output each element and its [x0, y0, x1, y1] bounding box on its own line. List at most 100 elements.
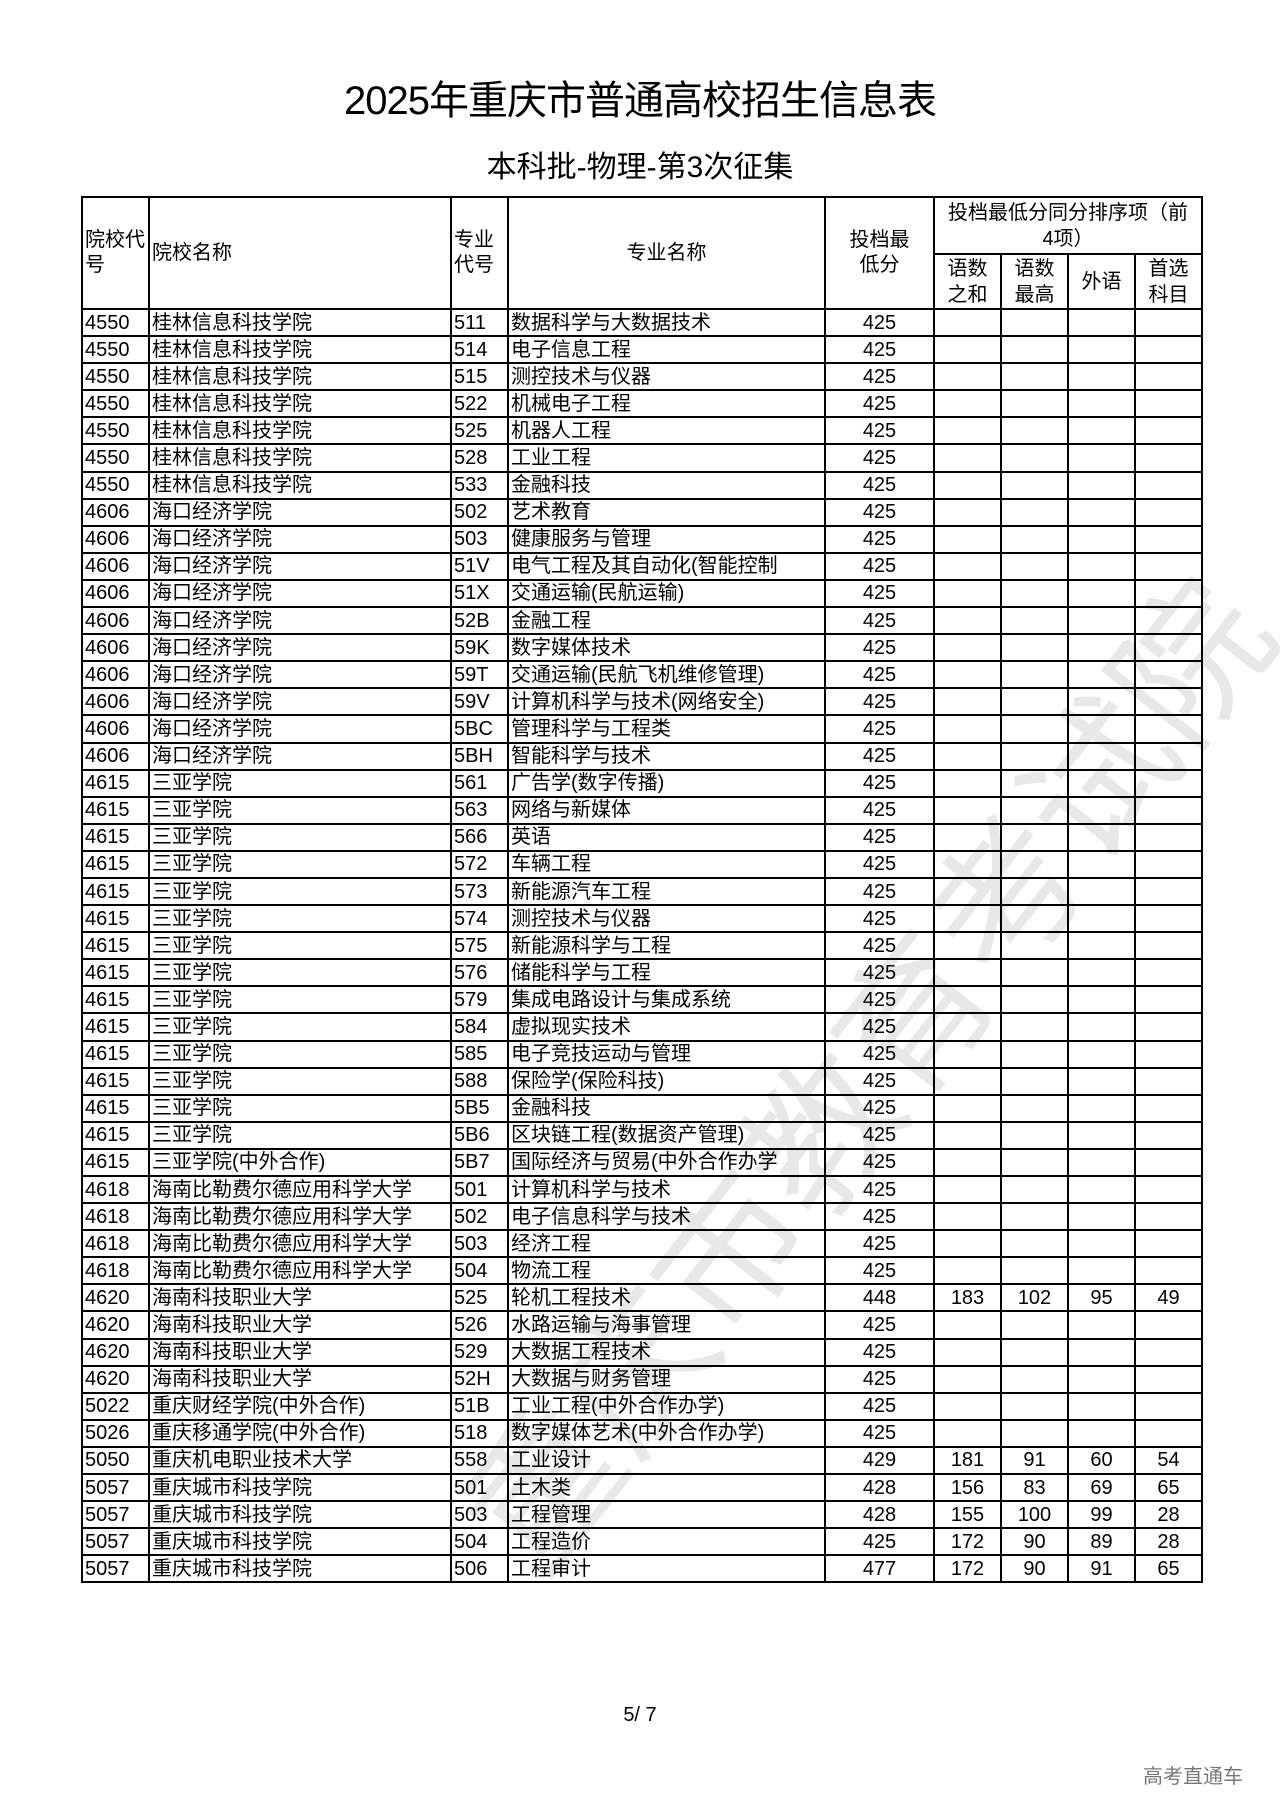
- cell-tb-max: [1000, 578, 1069, 609]
- table-row: 4615 三亚学院 566 英语 425: [81, 822, 1203, 852]
- cell-major-name: 管理科学与工程类: [507, 714, 826, 744]
- cell-major-code: 533: [450, 470, 509, 500]
- cell-tb-sum: [933, 524, 1002, 554]
- cell-school-code: 4615: [81, 1120, 150, 1150]
- cell-tb-foreign: [1067, 1256, 1136, 1286]
- cell-tb-first: [1134, 389, 1203, 419]
- cell-min-score: 425: [824, 660, 935, 690]
- cell-tb-sum: [933, 714, 1002, 744]
- cell-major-name: 轮机工程技术: [507, 1283, 826, 1313]
- cell-min-score: 425: [824, 307, 935, 338]
- cell-school-code: 4620: [81, 1364, 150, 1394]
- table-row: 4606 海口经济学院 52B 金融工程 425: [81, 606, 1203, 636]
- cell-tb-first: [1134, 1229, 1203, 1259]
- cell-tb-foreign: [1067, 1229, 1136, 1259]
- cell-tb-sum: [933, 307, 1002, 338]
- cell-tb-sum: [933, 1093, 1002, 1123]
- cell-major-name: 大数据工程技术: [507, 1337, 826, 1367]
- cell-min-score: 425: [824, 1202, 935, 1232]
- cell-school-code: 4615: [81, 1093, 150, 1123]
- table-row: 4606 海口经济学院 51V 电气工程及其自动化(智能控制 425: [81, 551, 1203, 581]
- cell-school-code: 4606: [81, 578, 150, 609]
- cell-tb-first: [1134, 931, 1203, 961]
- cell-tb-sum: 172: [933, 1554, 1002, 1584]
- cell-school-name: 三亚学院: [148, 1066, 452, 1096]
- cell-tb-foreign: [1067, 1364, 1136, 1394]
- cell-major-code: 5BC: [450, 714, 509, 744]
- cell-school-name: 桂林信息科技学院: [148, 335, 452, 365]
- cell-school-name: 海口经济学院: [148, 741, 452, 771]
- cell-tb-sum: [933, 1229, 1002, 1259]
- cell-school-code: 4550: [81, 389, 150, 419]
- cell-school-name: 桂林信息科技学院: [148, 389, 452, 419]
- table-row: 4615 三亚学院 584 虚拟现实技术 425: [81, 1012, 1203, 1042]
- table-row: 4606 海口经济学院 5BC 管理科学与工程类 425: [81, 714, 1203, 744]
- cell-tb-max: [1000, 1256, 1069, 1286]
- cell-school-name: 三亚学院: [148, 876, 452, 907]
- cell-tb-sum: [933, 335, 1002, 365]
- cell-school-code: 4618: [81, 1229, 150, 1259]
- cell-major-name: 计算机科学与技术: [507, 1174, 826, 1205]
- cell-school-code: 4606: [81, 497, 150, 527]
- cell-tb-sum: [933, 1039, 1002, 1069]
- cell-school-code: 4620: [81, 1310, 150, 1340]
- cell-tb-first: [1134, 1093, 1203, 1123]
- cell-school-code: 4615: [81, 1147, 150, 1178]
- cell-major-code: 59T: [450, 660, 509, 690]
- cell-tb-max: [1000, 1093, 1069, 1123]
- cell-tb-max: [1000, 876, 1069, 907]
- cell-major-code: 59K: [450, 633, 509, 663]
- cell-major-code: 503: [450, 524, 509, 554]
- cell-tb-first: [1134, 958, 1203, 988]
- cell-tb-sum: [933, 849, 1002, 879]
- cell-min-score: 425: [824, 470, 935, 500]
- cell-tb-foreign: [1067, 470, 1136, 500]
- cell-tb-foreign: [1067, 904, 1136, 934]
- cell-school-code: 4606: [81, 606, 150, 636]
- cell-min-score: 425: [824, 524, 935, 554]
- cell-tb-max: [1000, 660, 1069, 690]
- cell-major-code: 515: [450, 362, 509, 392]
- cell-tb-first: [1134, 904, 1203, 934]
- cell-tb-sum: [933, 795, 1002, 825]
- cell-tb-first: [1134, 1202, 1203, 1232]
- cell-school-name: 三亚学院: [148, 904, 452, 934]
- cell-tb-max: [1000, 497, 1069, 527]
- table-row: 4550 桂林信息科技学院 533 金融科技 425: [81, 470, 1203, 500]
- cell-school-name: 三亚学院: [148, 958, 452, 988]
- cell-tb-first: [1134, 1039, 1203, 1069]
- cell-min-score: 425: [824, 1093, 935, 1123]
- cell-school-code: 4606: [81, 741, 150, 771]
- cell-major-code: 584: [450, 1012, 509, 1042]
- cell-tb-sum: [933, 1066, 1002, 1096]
- cell-major-code: 504: [450, 1256, 509, 1286]
- cell-tb-first: [1134, 714, 1203, 744]
- table-row: 4615 三亚学院 574 测控技术与仪器 425: [81, 904, 1203, 934]
- cell-tb-first: 28: [1134, 1500, 1203, 1530]
- cell-school-name: 海南科技职业大学: [148, 1337, 452, 1367]
- cell-tb-foreign: [1067, 335, 1136, 365]
- table-row: 4620 海南科技职业大学 52H 大数据与财务管理 425: [81, 1364, 1203, 1394]
- cell-tb-max: [1000, 1147, 1069, 1178]
- cell-major-name: 网络与新媒体: [507, 795, 826, 825]
- table-row: 4615 三亚学院 5B5 金融科技 425: [81, 1093, 1203, 1123]
- header-major-name: 专业名称: [507, 196, 826, 310]
- table-row: 4615 三亚学院 563 网络与新媒体 425: [81, 795, 1203, 825]
- cell-tb-first: [1134, 1391, 1203, 1421]
- cell-tb-foreign: [1067, 1039, 1136, 1069]
- table-row: 4618 海南比勒费尔德应用科学大学 501 计算机科学与技术 425: [81, 1174, 1203, 1205]
- cell-major-code: 574: [450, 904, 509, 934]
- cell-tb-first: [1134, 551, 1203, 581]
- cell-school-code: 4550: [81, 362, 150, 392]
- cell-tb-foreign: [1067, 389, 1136, 419]
- table-row: 4615 三亚学院 585 电子竞技运动与管理 425: [81, 1039, 1203, 1069]
- cell-tb-first: 65: [1134, 1554, 1203, 1584]
- cell-tb-sum: [933, 931, 1002, 961]
- cell-tb-foreign: [1067, 362, 1136, 392]
- cell-tb-sum: [933, 1012, 1002, 1042]
- header-tb-max: 语数最高: [1000, 253, 1069, 310]
- cell-school-code: 4615: [81, 958, 150, 988]
- cell-school-code: 4615: [81, 876, 150, 907]
- page-subtitle: 本科批-物理-第3次征集: [486, 151, 794, 184]
- cell-major-name: 工业工程(中外合作办学): [507, 1391, 826, 1421]
